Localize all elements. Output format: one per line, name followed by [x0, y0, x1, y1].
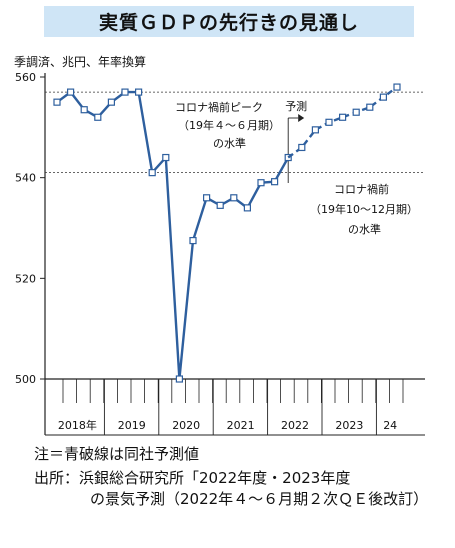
data-point	[53, 98, 61, 106]
y-tick-label: 560	[15, 71, 36, 84]
forecast-point	[379, 93, 387, 101]
source-line-2: の景気予測（2022年４～６月期２次ＱＥ後改訂）	[90, 490, 429, 508]
forecast-point	[311, 126, 319, 134]
reference-label-pre: （19年10～12月期）	[310, 202, 418, 216]
forecast-point	[352, 108, 360, 116]
forecast-point	[393, 83, 401, 91]
reference-label-pre: コロナ禍前	[334, 182, 389, 196]
forecast-arrow-head	[298, 114, 305, 122]
forecast-point	[366, 103, 374, 111]
chart-title: 実質ＧＤＰの先行きの見通し	[44, 6, 414, 37]
data-point	[148, 169, 156, 177]
forecast-point	[339, 113, 347, 121]
x-year-label: 2023	[335, 419, 363, 432]
data-point	[243, 204, 251, 212]
x-year-label: 2021	[227, 419, 255, 432]
x-year-label: 2019	[118, 419, 146, 432]
reference-label-peak: （19年４～６月期）	[178, 118, 280, 132]
data-point	[162, 153, 170, 162]
data-point	[189, 236, 197, 245]
y-tick-label: 540	[15, 172, 36, 185]
forecast-point	[298, 143, 306, 152]
note-text: 注＝青破線は同社予測値	[34, 445, 200, 463]
y-tick-label: 500	[15, 373, 36, 386]
reference-label-pre: の水準	[348, 222, 381, 236]
notes: 注＝青破線は同社予測値	[34, 443, 199, 465]
source: 出所：浜銀総合研究所「2022年度・2023年度 の景気予測（2022年４～６月…	[34, 468, 444, 510]
forecast-label: 予測	[285, 99, 307, 113]
reference-label-peak: コロナ禍前ピーク	[175, 100, 263, 114]
data-point	[271, 178, 279, 186]
data-point	[203, 194, 211, 202]
data-point	[135, 88, 143, 96]
data-point	[284, 153, 292, 162]
unit-label: 季調済、兆円、年率換算	[14, 55, 147, 69]
x-year-label: 2022	[281, 419, 309, 432]
data-point	[230, 194, 238, 202]
data-point	[175, 375, 183, 383]
x-year-label: 2020	[172, 419, 200, 432]
data-point	[94, 113, 102, 121]
data-point	[257, 179, 265, 187]
forecast-line	[287, 86, 398, 159]
x-year-label: 24	[383, 419, 397, 432]
source-line-1: 出所：浜銀総合研究所「2022年度・2023年度	[34, 469, 351, 487]
data-point	[216, 201, 224, 209]
y-tick-label: 520	[15, 272, 36, 285]
line-chart: 500 520 540 560 2018年 2019 2020 2021 2022 2023 24 コ…	[15, 71, 425, 436]
forecast-point	[325, 118, 333, 126]
x-year-label: 2018年	[58, 418, 97, 432]
data-point	[121, 88, 129, 96]
data-point	[107, 98, 116, 106]
reference-label-peak: の水準	[213, 136, 246, 150]
data-point	[80, 106, 88, 114]
data-point	[66, 88, 75, 96]
actual-line	[56, 90, 290, 380]
